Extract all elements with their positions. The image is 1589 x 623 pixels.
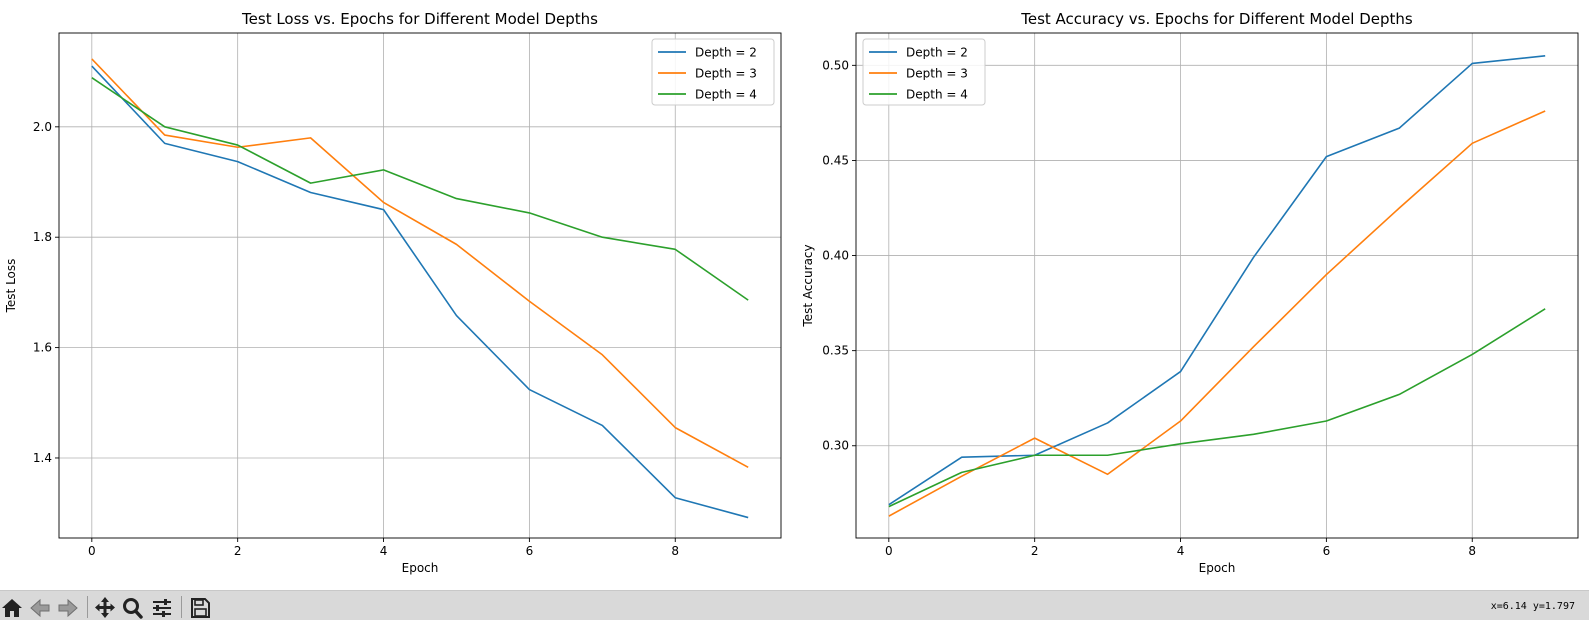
y-tick-label: 0.35 (822, 344, 849, 358)
magnifier-icon (123, 598, 143, 619)
move-icon (95, 597, 115, 618)
toolbar-separator (87, 596, 88, 618)
x-tick-label: 2 (234, 544, 242, 558)
legend-label: Depth = 3 (906, 67, 968, 81)
x-tick-label: 6 (1323, 544, 1331, 558)
x-axis-label: Epoch (402, 561, 439, 575)
series-line-depth-4 (888, 308, 1546, 508)
legend-label: Depth = 2 (695, 46, 757, 60)
legend-box (651, 38, 775, 106)
home-button[interactable] (0, 595, 24, 619)
arrow-right-icon (58, 598, 78, 618)
y-tick-label: 2.0 (33, 120, 52, 134)
x-tick-label: 4 (380, 544, 388, 558)
configure-subplots-button[interactable] (150, 595, 174, 619)
axes-frame (58, 32, 782, 539)
save-button[interactable] (188, 595, 212, 619)
legend-label: Depth = 4 (906, 88, 968, 102)
floppy-disk-icon (191, 598, 210, 618)
y-tick-label: 0.40 (822, 249, 849, 263)
home-icon (2, 599, 22, 617)
forward-button[interactable] (56, 595, 80, 619)
zoom-button[interactable] (121, 595, 145, 619)
x-tick-label: 8 (671, 544, 679, 558)
toolbar-separator (181, 596, 182, 618)
y-tick-label: 1.4 (33, 451, 52, 465)
y-tick-label: 1.6 (33, 341, 52, 355)
series-line-depth-4 (91, 77, 749, 301)
x-axis-label: Epoch (1199, 561, 1236, 575)
pan-button[interactable] (93, 595, 117, 619)
arrow-left-icon (30, 598, 50, 618)
loss-chart: 0 2 4 6 8 1.4 1.6 1.8 2.0 Test Loss vs. Epochs fo… (4, 10, 782, 575)
series-line-depth-3 (91, 58, 749, 469)
series-line-depth-2 (91, 65, 749, 519)
legend-label: Depth = 4 (695, 88, 757, 102)
y-tick-label: 0.50 (822, 58, 849, 72)
navigation-toolbar: x=6.14 y=1.797 (0, 590, 1589, 620)
legend: Depth = 2 Depth = 3 Depth = 4 (651, 38, 775, 106)
back-button[interactable] (28, 595, 52, 619)
chart-title: Test Loss vs. Epochs for Different Model… (241, 10, 598, 28)
x-tick-label: 2 (1031, 544, 1039, 558)
x-tick-label: 0 (885, 544, 893, 558)
y-axis-label: Test Loss (4, 259, 18, 314)
x-tick-label: 0 (88, 544, 96, 558)
sliders-icon (153, 599, 171, 617)
y-tick-label: 0.45 (822, 153, 849, 167)
series-line-depth-3 (888, 110, 1546, 517)
y-tick-label: 1.8 (33, 230, 52, 244)
series-line-depth-2 (888, 55, 1546, 506)
x-tick-label: 6 (526, 544, 534, 558)
chart-title: Test Accuracy vs. Epochs for Different M… (1020, 10, 1413, 28)
x-tick-label: 4 (1177, 544, 1185, 558)
figure: 0 2 4 6 8 1.4 1.6 1.8 2.0 Test Loss vs. Epochs fo… (4, 10, 1579, 575)
y-tick-label: 0.30 (822, 439, 849, 453)
x-tick-label: 8 (1468, 544, 1476, 558)
cursor-coordinates: x=6.14 y=1.797 (1490, 601, 1575, 612)
legend-label: Depth = 3 (695, 67, 757, 81)
legend-label: Depth = 2 (906, 46, 968, 60)
accuracy-chart: 0 2 4 6 8 0.30 0.35 0.40 0.45 0.50 Test Accuracy v… (801, 10, 1579, 575)
legend: Depth = 2 Depth = 3 Depth = 4 (862, 38, 986, 106)
y-axis-label: Test Accuracy (801, 244, 815, 327)
legend-box (862, 38, 986, 106)
axes-frame (855, 32, 1579, 539)
